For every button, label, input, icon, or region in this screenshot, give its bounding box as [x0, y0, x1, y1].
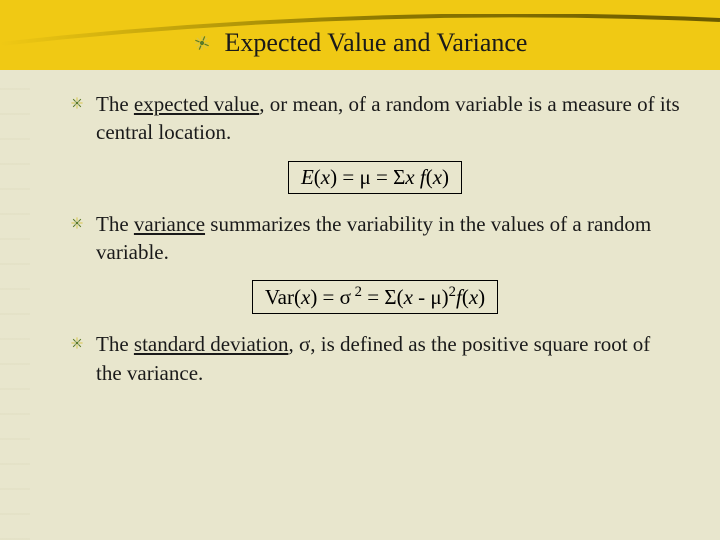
formula-box: Var(x) = σ 2 = Σ(x - μ)2f(x) [252, 280, 498, 314]
sunburst-icon [70, 96, 84, 110]
item-text: The standard deviation, σ, is defined as… [96, 330, 680, 387]
sunburst-icon [193, 34, 211, 52]
sunburst-icon [70, 216, 84, 230]
list-item: The expected value, or mean, of a random… [70, 90, 680, 194]
background-pattern [0, 70, 30, 540]
slide: Expected Value and Variance The expected… [0, 0, 720, 540]
item-text: The variance summarizes the variability … [96, 210, 680, 267]
list-item: The variance summarizes the variability … [70, 210, 680, 315]
title-row: Expected Value and Variance [0, 28, 720, 58]
sunburst-icon [70, 336, 84, 350]
content-area: The expected value, or mean, of a random… [70, 90, 680, 397]
slide-title: Expected Value and Variance [225, 28, 528, 58]
list-item: The standard deviation, σ, is defined as… [70, 330, 680, 387]
formula-box: E(x) = μ = Σx f(x) [288, 161, 462, 194]
item-text: The expected value, or mean, of a random… [96, 90, 680, 147]
